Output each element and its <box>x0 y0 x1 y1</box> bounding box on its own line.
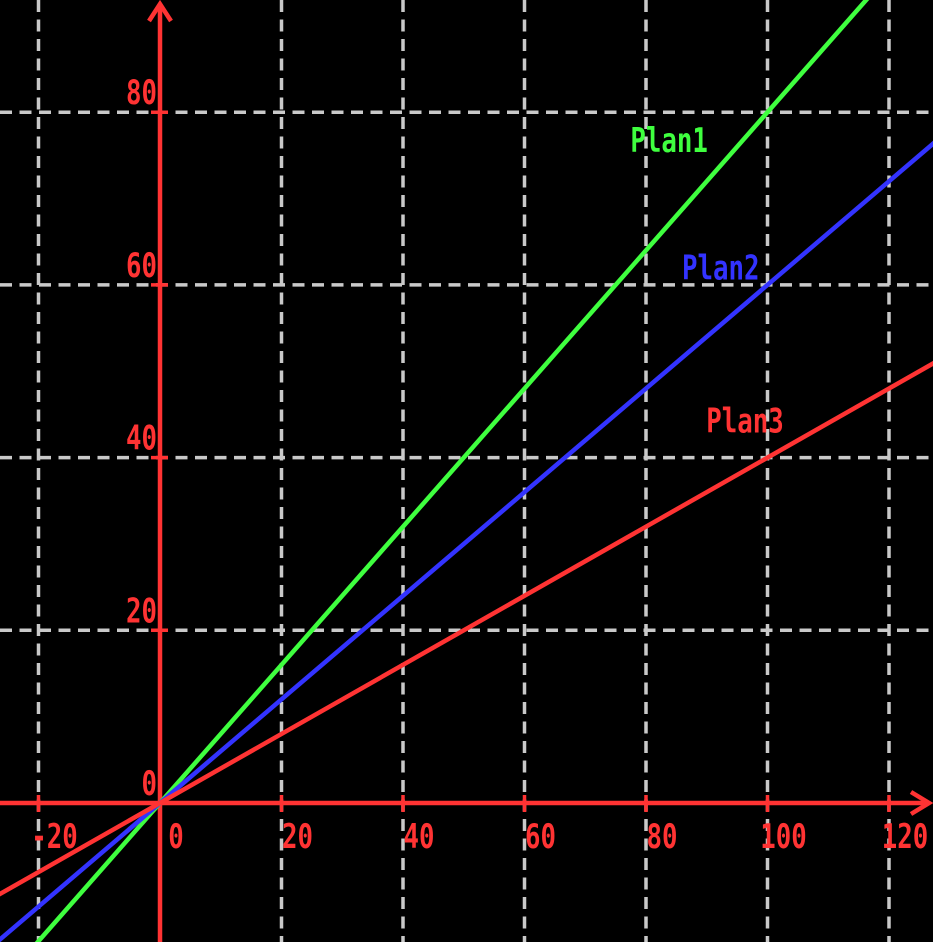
x-tick-label: 40 <box>404 817 435 857</box>
x-tick-label: 120 <box>882 817 929 857</box>
y-tick-label: 80 <box>126 73 157 113</box>
x-tick-label: 80 <box>647 817 678 857</box>
x-tick-label: 0 <box>168 817 184 857</box>
y-tick-label: 0 <box>142 764 158 804</box>
x-tick-label: -20 <box>31 817 78 857</box>
series-label-plan2: Plan2 <box>682 249 760 289</box>
x-tick-label: 60 <box>525 817 556 857</box>
y-axis-arrow-icon <box>147 0 173 23</box>
y-tick-label: 40 <box>126 419 157 459</box>
y-tick-label: 20 <box>126 591 157 631</box>
series-line-plan3 <box>0 360 933 897</box>
series-label-plan1: Plan1 <box>630 121 708 161</box>
y-tick-label: 60 <box>126 246 157 286</box>
series-label-plan3: Plan3 <box>706 401 784 441</box>
x-tick-label: 20 <box>282 817 313 857</box>
x-tick-label: 100 <box>760 817 807 857</box>
series-line-plan2 <box>0 140 933 942</box>
x-axis-arrow-icon <box>909 790 933 816</box>
